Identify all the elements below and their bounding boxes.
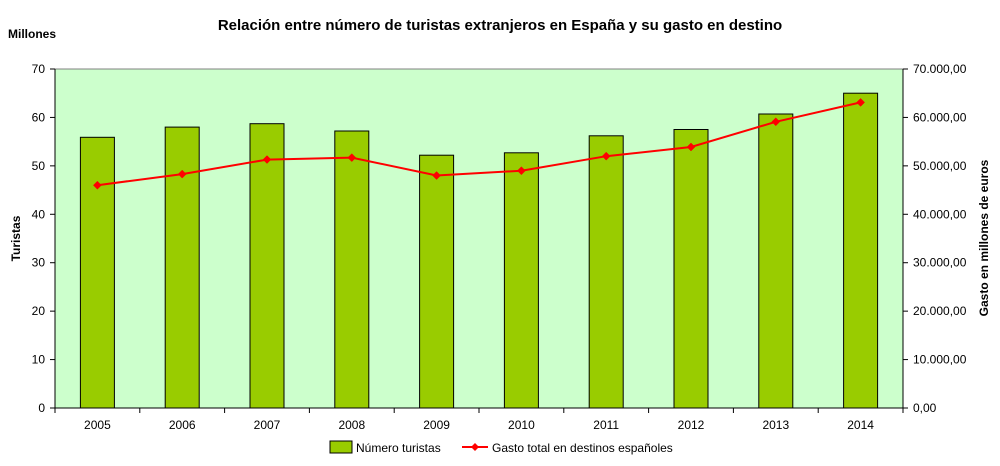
legend-label-bars: Número turistas [356, 441, 441, 455]
y-tick-label: 30 [32, 256, 46, 270]
y2-tick-label: 70.000,00 [913, 62, 967, 76]
y-tick-label: 70 [32, 62, 46, 76]
x-tick-label: 2014 [847, 418, 874, 432]
y-tick-label: 50 [32, 159, 46, 173]
y2-axis-title: Gasto en millones de euros [977, 159, 991, 316]
bar-2009 [419, 154, 455, 409]
x-tick-label: 2011 [593, 418, 619, 432]
point-2008 [347, 153, 357, 162]
y-tick-label: 10 [32, 353, 46, 367]
y-tick-label: 0 [38, 401, 45, 415]
x-tick-label: 2006 [169, 418, 196, 432]
bar-2005 [79, 136, 115, 409]
bar-2010 [503, 152, 539, 409]
point-2014 [856, 98, 865, 107]
y-tick-label: 60 [32, 110, 46, 124]
y2-tick-label: 10.000,00 [913, 353, 967, 367]
y2-tick-label: 30.000,00 [913, 256, 967, 270]
bar-2006 [164, 126, 200, 409]
y-tick-label: 20 [32, 304, 46, 318]
y-unit-label: Millones [8, 27, 56, 41]
point-2013 [771, 117, 781, 127]
bar-2011 [588, 135, 624, 409]
x-tick-label: 2010 [508, 418, 535, 432]
bar-2007 [249, 123, 285, 409]
x-tick-label: 2009 [423, 418, 450, 432]
y2-tick-label: 0,00 [913, 401, 937, 415]
legend-label-line: Gasto total en destinos españoles [492, 441, 673, 455]
point-2011 [601, 151, 611, 161]
legend-swatch-bars [329, 440, 353, 454]
legend-marker-line [471, 443, 479, 451]
bar-2014 [843, 92, 879, 409]
line-gasto [97, 101, 861, 187]
bar-2013 [758, 113, 794, 409]
point-2010 [517, 166, 526, 176]
x-tick-label: 2013 [762, 418, 789, 432]
x-tick-label: 2005 [84, 418, 111, 432]
point-2005 [93, 180, 102, 190]
y-axis-title: Turistas [9, 215, 23, 261]
legend: Número turistas Gasto total en destinos … [329, 440, 673, 455]
point-2006 [177, 169, 187, 179]
x-tick-label: 2007 [254, 418, 281, 432]
x-tick-label: 2012 [678, 418, 705, 432]
bar-2012 [673, 129, 709, 409]
y2-tick-label: 60.000,00 [913, 110, 967, 124]
y-tick-label: 40 [32, 207, 46, 221]
chart-title: Relación entre número de turistas extran… [218, 17, 782, 34]
y2-tick-label: 20.000,00 [913, 304, 967, 318]
y2-tick-label: 40.000,00 [913, 207, 967, 221]
y2-tick-label: 50.000,00 [913, 159, 967, 173]
point-2007 [262, 155, 272, 164]
bar-2008 [334, 130, 370, 409]
point-2009 [432, 171, 441, 180]
x-tick-label: 2008 [338, 418, 365, 432]
point-2012 [686, 142, 696, 152]
